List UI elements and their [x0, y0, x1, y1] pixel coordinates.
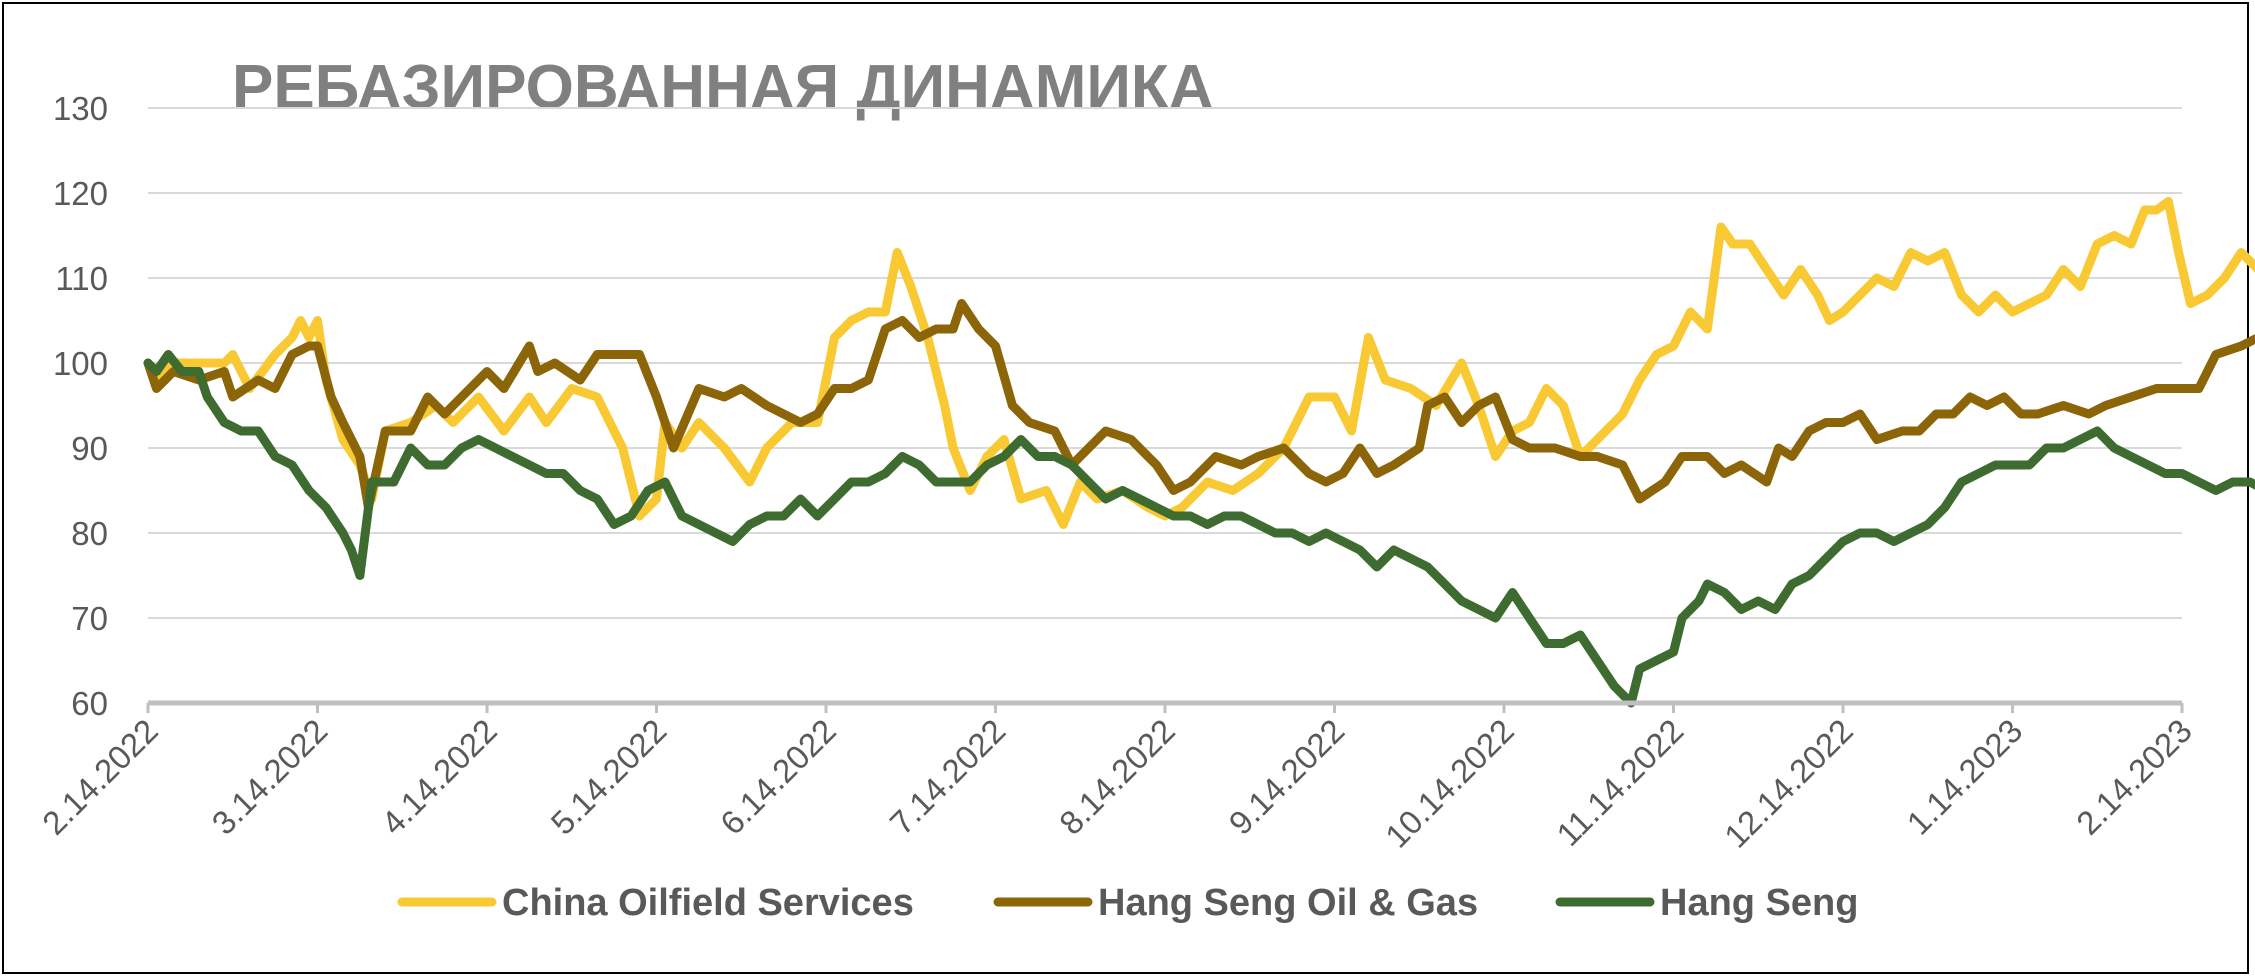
legend-label: Hang Seng [1660, 882, 1858, 924]
y-tick-label: 100 [53, 345, 108, 382]
chart-title: РЕБАЗИРОВАННАЯ ДИНАМИКА [232, 53, 1214, 122]
x-tick-label: 6.14.2022 [713, 712, 843, 842]
series-line-china-oilfield-services [143, 197, 2255, 529]
x-tick-label: 2.14.2022 [35, 712, 165, 842]
x-tick-label: 11.14.2022 [1549, 712, 1690, 853]
y-tick-label: 120 [53, 175, 108, 212]
x-axis-ticks: 2.14.2022 3.14.2022 4.14.2022 5.14.2022 6.14… [35, 703, 2199, 855]
y-tick-label: 110 [55, 260, 108, 297]
x-tick-label: 7.14.2022 [882, 712, 1012, 842]
y-tick-label: 80 [71, 515, 108, 552]
series-lines [143, 197, 2255, 708]
legend-label: Hang Seng Oil & Gas [1098, 882, 1478, 924]
series-line-hang-seng [143, 350, 2255, 708]
x-tick-label: 9.14.2022 [1221, 712, 1351, 842]
x-tick-label: 10.14.2022 [1378, 712, 1521, 855]
y-tick-label: 90 [71, 430, 108, 467]
y-tick-label: 70 [71, 600, 108, 637]
x-tick-label: 2.14.2023 [2069, 712, 2199, 842]
y-tick-label: 60 [71, 685, 108, 722]
y-axis-ticks: 60 70 80 90 100 110 120 130 [53, 90, 108, 722]
y-tick-label: 130 [53, 90, 108, 127]
legend: China Oilfield Services Hang Seng Oil & G… [397, 882, 1858, 924]
x-tick-label: 12.14.2022 [1717, 712, 1860, 855]
x-tick-label: 4.14.2022 [374, 712, 504, 842]
series-line-hang-seng-oil-gas [143, 299, 2255, 512]
x-tick-label: 1.14.2023 [1899, 712, 2029, 842]
legend-label: China Oilfield Services [502, 882, 914, 924]
x-tick-label: 3.14.2022 [204, 712, 334, 842]
x-tick-label: 5.14.2022 [543, 712, 673, 842]
gridlines [148, 107, 2182, 619]
x-tick-label: 8.14.2022 [1052, 712, 1182, 842]
